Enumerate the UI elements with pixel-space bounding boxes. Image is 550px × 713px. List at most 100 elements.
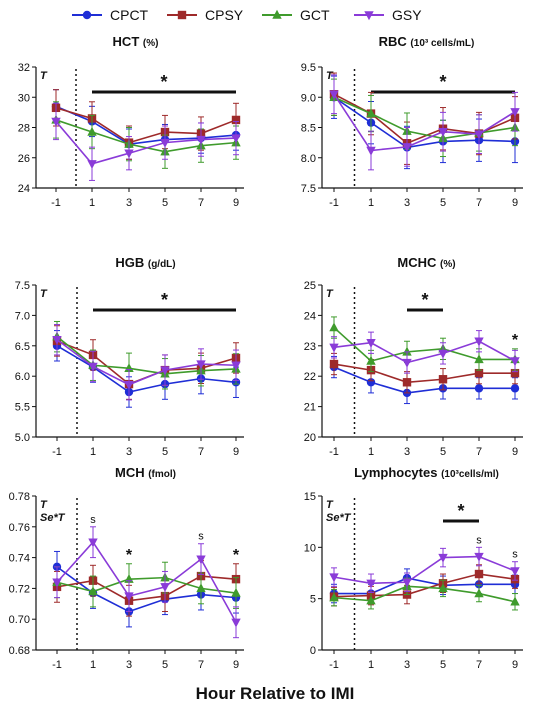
y-tick-label: 21	[304, 402, 316, 414]
data-point	[160, 366, 170, 376]
series-cpsy	[329, 72, 520, 165]
data-point	[510, 567, 520, 577]
x-tick-label: -1	[329, 197, 339, 209]
x-tick-label: 3	[126, 446, 132, 458]
significance-star: *	[439, 72, 446, 92]
series-line	[333, 96, 516, 140]
series-line	[56, 575, 237, 602]
series-gsy	[329, 546, 520, 594]
data-point	[366, 378, 376, 387]
series-line	[55, 107, 237, 144]
data-point	[160, 138, 170, 148]
x-tick-label: 9	[233, 446, 239, 458]
data-point	[474, 569, 484, 579]
series-line	[55, 119, 237, 153]
data-point	[231, 587, 241, 597]
legend-item-gct: GCT	[262, 7, 330, 23]
effect-annotation: T	[326, 288, 334, 300]
data-point	[510, 368, 520, 378]
data-point	[366, 579, 376, 589]
data-point	[438, 583, 448, 593]
data-point	[231, 115, 241, 125]
y-tick-label: 7.0	[15, 310, 30, 322]
y-tick-label: 24	[18, 183, 30, 195]
y-tick-label: 7.5	[301, 183, 316, 195]
data-point	[52, 578, 62, 588]
series-line	[333, 96, 516, 149]
effect-annotation: T	[326, 499, 334, 511]
data-point	[366, 339, 376, 348]
legend-marker	[177, 10, 187, 20]
y-tick-label: 0.78	[9, 491, 30, 503]
series-line	[56, 540, 237, 623]
y-tick-label: 0.68	[9, 645, 30, 657]
point-significance-label: s	[198, 531, 204, 543]
series-line	[56, 345, 237, 393]
data-point	[474, 580, 484, 589]
y-tick-label: 10	[304, 542, 316, 554]
data-point	[231, 361, 241, 371]
effect-annotation: T	[326, 70, 334, 82]
y-tick-label: 8.5	[301, 123, 316, 135]
panel-mchc: MCHC (%) 20 21 22 23 24 25 -1 1 3 5 7 9 T * *	[304, 255, 523, 458]
y-tick-label: 7.5	[15, 280, 30, 292]
data-point	[438, 128, 448, 137]
x-tick-label: 9	[233, 197, 239, 209]
data-point	[510, 596, 520, 606]
x-tick-label: 1	[89, 197, 95, 209]
series-line	[333, 363, 515, 384]
data-point	[87, 126, 97, 136]
data-point	[474, 552, 484, 562]
significance-star: *	[421, 290, 428, 310]
data-point	[510, 108, 520, 117]
series-line	[56, 576, 237, 594]
x-tick-label: 9	[512, 446, 518, 458]
x-tick-label: 1	[368, 659, 374, 671]
series-line	[333, 366, 515, 394]
series-gsy	[52, 526, 241, 639]
series-gsy	[51, 102, 241, 181]
data-point	[196, 583, 206, 593]
x-tick-label: -1	[329, 446, 339, 458]
point-significance-label: s	[90, 514, 96, 526]
y-tick-label: 25	[304, 280, 316, 292]
x-tick-label: 1	[90, 446, 96, 458]
data-point	[329, 90, 339, 100]
data-point	[196, 135, 206, 145]
data-point	[438, 349, 448, 359]
y-tick-label: 24	[304, 310, 316, 322]
data-point	[366, 595, 376, 605]
series-cpct	[52, 330, 241, 408]
data-point	[402, 346, 412, 356]
y-tick-label: 0.70	[9, 614, 30, 626]
point-significance-label: *	[512, 332, 519, 349]
x-tick-label: 7	[476, 197, 482, 209]
series-line	[55, 120, 237, 165]
data-point	[510, 357, 520, 367]
effect-annotation: Se*T	[326, 512, 352, 524]
y-tick-label: 5	[310, 594, 316, 606]
data-point	[402, 358, 412, 368]
legend: CPCT CPSY GCT GSY	[72, 7, 422, 23]
panel-rbc: RBC (10³ cells/mL) 7.5 8.0 8.5 9.0 9.5 -1 1 3 5 7 9…	[301, 34, 523, 209]
data-point	[124, 592, 134, 602]
x-tick-label: 5	[162, 197, 168, 209]
y-tick-label: 9.5	[301, 62, 316, 74]
y-tick-label: 9.0	[301, 92, 316, 104]
data-point	[88, 362, 98, 372]
data-point	[329, 592, 339, 602]
x-axis-label: Hour Relative to IMI	[196, 684, 355, 703]
y-tick-label: 22	[304, 371, 316, 383]
point-significance-label: *	[233, 547, 240, 564]
panel-title: MCH (fmol)	[115, 465, 176, 480]
point-significance-label: s	[512, 549, 518, 561]
y-tick-label: 32	[18, 62, 30, 74]
data-point	[88, 538, 98, 548]
effect-annotation: T	[40, 288, 48, 300]
data-point	[87, 160, 97, 169]
x-tick-label: 1	[90, 659, 96, 671]
y-tick-label: 6.5	[15, 341, 30, 353]
data-point	[124, 149, 134, 159]
data-point	[366, 108, 376, 118]
